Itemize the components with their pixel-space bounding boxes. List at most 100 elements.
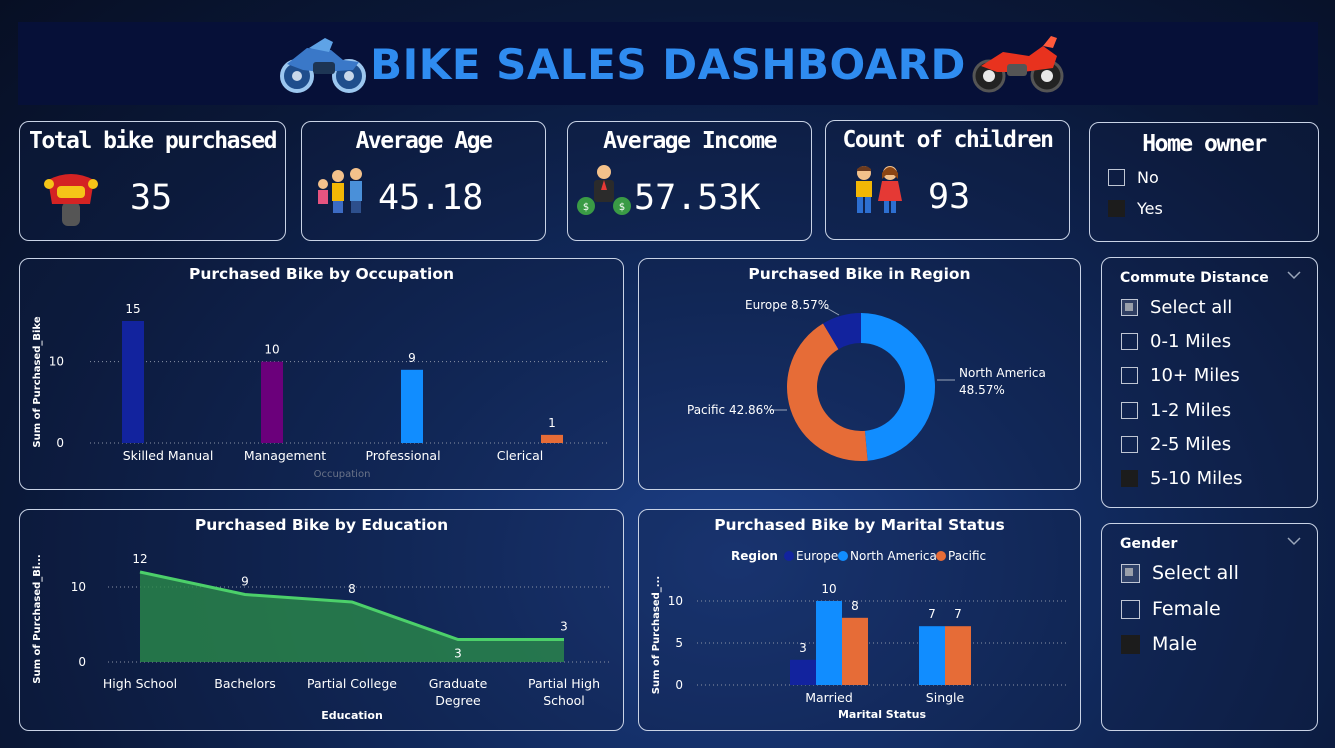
slicer-option-10-plus[interactable]: 10+ Miles	[1121, 365, 1240, 386]
data-label: Europe 8.57%	[745, 298, 829, 312]
kpi-value: 57.53K	[634, 178, 761, 218]
y-tick-label: 0	[56, 436, 64, 450]
legend-marker	[784, 551, 794, 561]
data-label: Pacific 42.86%	[687, 403, 775, 417]
slicer-option-yes[interactable]: Yes	[1108, 199, 1163, 218]
y-tick-label: 10	[71, 580, 86, 594]
checkbox[interactable]	[1121, 436, 1138, 453]
x-tick-label: School	[543, 693, 585, 708]
checkbox[interactable]	[1121, 402, 1138, 419]
data-label: 3	[560, 620, 568, 634]
data-label: 1	[548, 416, 556, 430]
kpi-card-children: Count of children 93	[825, 120, 1070, 240]
x-tick-label: Clerical	[497, 448, 544, 463]
y-tick-label: 0	[78, 655, 86, 669]
legend-marker	[936, 551, 946, 561]
option-label: 10+ Miles	[1150, 365, 1240, 386]
chart-title: Purchased Bike by Marital Status	[714, 516, 1005, 534]
checkbox[interactable]	[1121, 333, 1138, 350]
region-donut-chart: North America 48.57% Pacific 42.86% Europe …	[687, 298, 1046, 462]
chevron-down-icon[interactable]	[1286, 270, 1302, 280]
slicer-option-male[interactable]: Male	[1121, 633, 1197, 655]
area-line	[139, 570, 564, 641]
bar	[122, 321, 144, 443]
x-axis-label: Occupation	[314, 469, 371, 480]
money-man-icon: $ $	[577, 165, 631, 215]
family-icon	[318, 168, 362, 213]
education-area-chart: 0 10 Sum of Purchased_Bi... 12 9 8 3 3 High Scho…	[32, 552, 610, 722]
y-tick-label: 5	[675, 636, 683, 650]
checkbox[interactable]	[1121, 634, 1140, 654]
legend-label: Pacific	[948, 549, 986, 563]
slicer-option-0-1[interactable]: 0-1 Miles	[1121, 331, 1231, 352]
data-label: 15	[125, 302, 140, 316]
slicer-title: Commute Distance	[1120, 270, 1269, 286]
option-label: 5-10 Miles	[1150, 468, 1243, 489]
bar	[945, 626, 971, 685]
slicer-option-1-2[interactable]: 1-2 Miles	[1121, 400, 1231, 421]
data-label: North America	[959, 366, 1046, 380]
legend-label: North America	[850, 549, 937, 563]
chevron-down-icon[interactable]	[1286, 536, 1302, 546]
slicer-title: Home owner	[1142, 131, 1267, 157]
region-chart-card: Purchased Bike in Region North America 48…	[638, 258, 1081, 490]
occupation-bar-chart: 0 10 Sum of Purchased_Bike Occupation 15 Skil…	[32, 302, 610, 480]
checkbox[interactable]	[1121, 599, 1140, 619]
home-owner-slicer: Home owner No Yes	[1089, 122, 1319, 242]
donut-slice	[787, 323, 868, 462]
kpi-card-total-bikes: Total bike purchased 35	[19, 121, 286, 241]
option-label: Select all	[1150, 297, 1233, 318]
option-label: 2-5 Miles	[1150, 434, 1232, 455]
y-tick-label: 0	[675, 678, 683, 692]
x-tick-label: Partial High	[528, 676, 600, 691]
education-chart-card: Purchased Bike by Education 0 10 Sum of Pu…	[19, 509, 624, 731]
chart-title: Purchased Bike in Region	[748, 265, 971, 283]
kpi-value: 45.18	[378, 178, 484, 218]
data-label: 12	[132, 552, 147, 566]
kpi-title: Total bike purchased	[29, 128, 277, 154]
occupation-chart-card: Purchased Bike by Occupation 0 10 Sum of P…	[19, 258, 624, 490]
marital-chart-card: Purchased Bike by Marital Status Region E…	[638, 509, 1081, 731]
slicer-option-2-5[interactable]: 2-5 Miles	[1121, 434, 1231, 455]
x-tick-label: Skilled Manual	[123, 448, 214, 463]
checkbox[interactable]	[1121, 367, 1138, 384]
y-tick-label: 10	[49, 355, 64, 369]
kpi-card-average-age: Average Age 45.18	[301, 121, 546, 241]
x-tick-label: Partial College	[307, 676, 397, 691]
slicer-option-female[interactable]: Female	[1121, 598, 1221, 620]
data-label: 7	[928, 607, 936, 621]
slicer-option-select-all[interactable]: Select all	[1121, 562, 1239, 584]
checkbox[interactable]	[1121, 299, 1138, 316]
commute-distance-slicer: Commute Distance Select all 0-1 Miles 10…	[1101, 257, 1318, 508]
x-tick-label: Management	[244, 448, 326, 463]
x-tick-label: Married	[805, 690, 853, 705]
slicer-option-5-10[interactable]: 5-10 Miles	[1121, 468, 1243, 489]
bar	[842, 617, 868, 685]
slicer-title: Gender	[1120, 536, 1178, 552]
checkbox[interactable]	[1108, 169, 1125, 186]
slicer-option-select-all[interactable]: Select all	[1121, 297, 1232, 318]
option-label: 1-2 Miles	[1150, 400, 1232, 421]
bar	[816, 601, 842, 685]
x-tick-label: Degree	[435, 693, 481, 708]
bar	[919, 626, 945, 685]
legend-marker	[838, 551, 848, 561]
kpi-title: Count of children	[842, 127, 1054, 153]
chart-title: Purchased Bike by Occupation	[188, 265, 455, 283]
x-axis-label: Marital Status	[838, 708, 927, 721]
option-label: No	[1137, 168, 1159, 187]
motorcycle-front-icon	[44, 174, 98, 226]
slicer-option-no[interactable]: No	[1108, 168, 1159, 187]
checkbox[interactable]	[1121, 470, 1138, 487]
donut-slice	[861, 313, 935, 461]
option-label: Female	[1152, 598, 1221, 620]
bar	[541, 434, 563, 443]
leader-line	[824, 306, 840, 316]
bar	[401, 369, 423, 443]
bar	[790, 659, 816, 685]
chart-title: Purchased Bike by Education	[194, 516, 449, 534]
checkbox[interactable]	[1108, 200, 1125, 217]
svg-text:$: $	[619, 202, 625, 213]
checkbox[interactable]	[1121, 563, 1140, 583]
data-label: 10	[264, 343, 279, 357]
